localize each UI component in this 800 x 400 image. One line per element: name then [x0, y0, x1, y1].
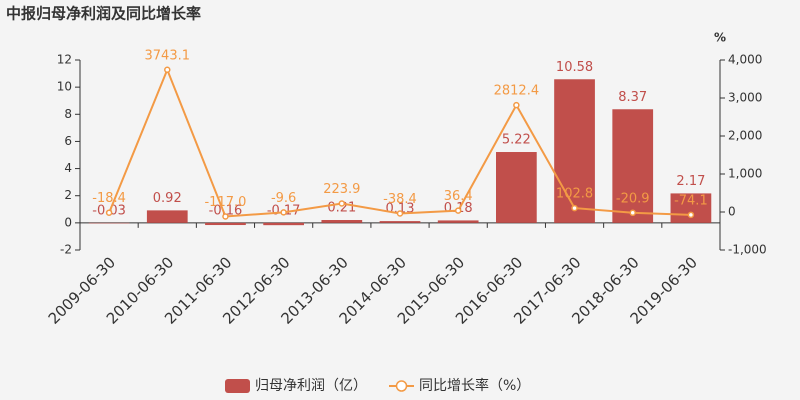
y-tick-label: 0 [64, 215, 72, 229]
bar [496, 152, 537, 223]
bar-value-label: -0.16 [209, 203, 243, 218]
y2-tick-label: 4,000 [728, 53, 762, 67]
legend-label: 同比增长率（%） [419, 377, 530, 394]
bar-value-label: 2.17 [676, 174, 705, 189]
line-point [338, 200, 346, 207]
line-value-label: -38.4 [383, 192, 417, 207]
y-tick-label: -2 [60, 243, 72, 257]
line-point [164, 66, 171, 74]
line-point [687, 211, 695, 219]
y2-tick-label: 1,000 [728, 167, 762, 181]
line-value-label: 102.8 [556, 187, 593, 202]
y2-axis-label: % [714, 31, 726, 45]
bar [205, 222, 246, 226]
legend-label: 归母净利润（亿） [255, 377, 367, 394]
line-value-label: -9.6 [271, 191, 296, 206]
bar-value-label: 0.92 [153, 191, 182, 206]
y-tick-label: 2 [64, 188, 72, 202]
y2-tick-label: -1,000 [728, 243, 767, 257]
line-point [629, 209, 636, 217]
line-point [396, 210, 404, 217]
bar [379, 221, 421, 223]
y-tick-label: 4 [64, 161, 72, 175]
line-point [454, 207, 462, 214]
y-tick-label: 12 [57, 53, 72, 67]
bar [612, 109, 654, 223]
bar [146, 210, 188, 223]
bar-value-label: 5.22 [502, 133, 531, 148]
line-value-label: -74.1 [674, 193, 708, 208]
y-tick-label: 8 [64, 107, 72, 121]
line-value-label: 223.9 [323, 182, 360, 197]
bar-value-label: 10.58 [556, 60, 593, 75]
line-value-label: -117.0 [204, 195, 246, 210]
y-tick-label: 6 [64, 134, 72, 148]
line-point [513, 101, 520, 109]
line-value-label: -18.4 [92, 191, 126, 206]
bar [263, 222, 304, 226]
line-value-label: -20.9 [616, 191, 650, 206]
chart-title: 中报归母净利润及同比增长率 [6, 5, 201, 23]
y-tick-label: 10 [57, 80, 72, 94]
bar [437, 220, 479, 223]
bar [321, 220, 363, 223]
y2-tick-label: 2,000 [728, 129, 762, 143]
line-value-label: 3743.1 [145, 48, 191, 63]
legend-swatch [395, 380, 408, 392]
line-value-label: 2812.4 [494, 84, 540, 99]
line-point [105, 209, 113, 216]
bar [88, 222, 130, 224]
line-point [222, 213, 229, 220]
bar-value-label: 8.37 [618, 90, 647, 105]
line-value-label: 36.4 [444, 189, 473, 204]
y2-tick-label: 0 [728, 205, 736, 219]
line-point [571, 204, 578, 212]
legend-swatch [225, 379, 250, 393]
line-point [280, 209, 287, 216]
bar [554, 79, 595, 223]
y2-tick-label: 3,000 [728, 91, 762, 105]
